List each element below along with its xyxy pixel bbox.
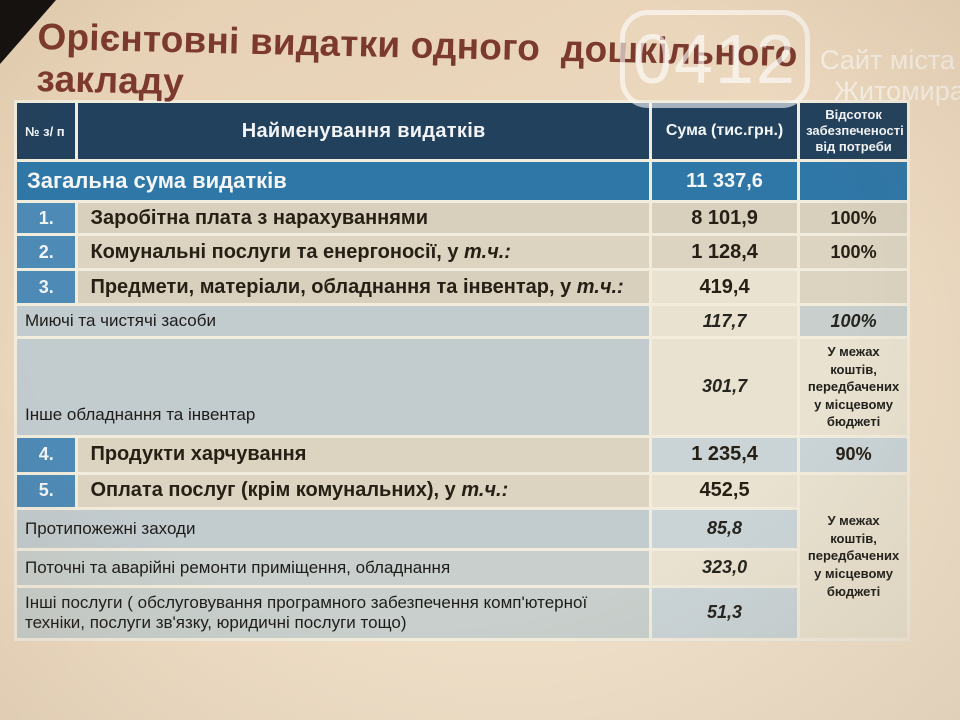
table-row: 3. Предмети, матеріали, обладнання та ін… bbox=[17, 271, 907, 303]
watermark-code-badge: 0412 bbox=[620, 10, 810, 108]
row-number: 5. bbox=[17, 474, 76, 507]
row-name: Предмети, матеріали, обладнання та інвен… bbox=[78, 271, 649, 303]
row-percent: 100% bbox=[800, 236, 907, 268]
subrow-name: Поточні та аварійні ремонти приміщення, … bbox=[17, 550, 649, 585]
watermark-site-line2: Житомира bbox=[834, 76, 960, 106]
row-percent bbox=[800, 271, 907, 303]
total-row-percent bbox=[800, 162, 907, 200]
row-name: Оплата послуг (крім комунальних), у т.ч.… bbox=[78, 474, 649, 507]
row-name: Продукти харчування bbox=[78, 437, 649, 472]
watermark: 0412 Сайт міста Житомира bbox=[620, 10, 960, 108]
subrow-sum: 301,7 bbox=[651, 339, 798, 435]
watermark-site-name: Сайт міста Житомира bbox=[820, 45, 960, 107]
subrow-name: Миючі та чистячі засоби bbox=[17, 306, 649, 336]
row-percent: 90% bbox=[800, 437, 907, 472]
subrow-sum: 117,7 bbox=[651, 306, 798, 336]
header-name: Найменування видатків bbox=[78, 103, 649, 159]
table-header-row: № з/ п Найменування видатків Сума (тис.г… bbox=[17, 103, 907, 159]
row-number: 2. bbox=[17, 236, 76, 268]
subrow-name: Інші послуги ( обслуговування програмног… bbox=[17, 587, 649, 638]
table-row: 5. Оплата послуг (крім комунальних), у т… bbox=[17, 474, 907, 638]
table-subrow: Інше обладнання та інвентар 301,7 У межа… bbox=[17, 339, 907, 435]
row-sum: 419,4 bbox=[651, 271, 798, 303]
expenses-table: № з/ п Найменування видатків Сума (тис.г… bbox=[14, 100, 910, 641]
row-sum: 1 128,4 bbox=[651, 236, 798, 268]
row-number: 4. bbox=[17, 437, 76, 472]
subrow-percent-note: У межах коштів, передбачених у місцевому… bbox=[800, 339, 907, 435]
header-number: № з/ п bbox=[17, 103, 76, 159]
table-subrow: Поточні та аварійні ремонти приміщення, … bbox=[17, 550, 907, 585]
subrow-sum: 51,3 bbox=[651, 587, 798, 638]
row-sum: 1 235,4 bbox=[651, 437, 798, 472]
total-row-sum: 11 337,6 bbox=[651, 162, 798, 200]
total-row-label: Загальна сума видатків bbox=[17, 162, 649, 200]
row-number: 1. bbox=[17, 203, 76, 233]
total-row: Загальна сума видатків 11 337,6 bbox=[17, 162, 907, 200]
subrow-name: Протипожежні заходи bbox=[17, 509, 649, 548]
row-number: 3. bbox=[17, 271, 76, 303]
subrow-name: Інше обладнання та інвентар bbox=[17, 339, 649, 435]
row-sum: 8 101,9 bbox=[651, 203, 798, 233]
watermark-site-line1: Сайт міста bbox=[820, 44, 955, 75]
row-percent: 100% bbox=[800, 203, 907, 233]
header-percent: Відсоток забезпеченості від потреби bbox=[800, 103, 907, 159]
subrow-percent: 100% bbox=[800, 306, 907, 336]
table-row: 2. Комунальні послуги та енергоносії, у … bbox=[17, 236, 907, 268]
table-row: 1. Заробітна плата з нарахуваннями 8 101… bbox=[17, 203, 907, 233]
row-name: Комунальні послуги та енергоносії, у т.ч… bbox=[78, 236, 649, 268]
header-sum: Сума (тис.грн.) bbox=[651, 103, 798, 159]
table-subrow: Миючі та чистячі засоби 117,7 100% bbox=[17, 306, 907, 336]
row-name: Заробітна плата з нарахуваннями bbox=[78, 203, 649, 233]
subrow-sum: 323,0 bbox=[651, 550, 798, 585]
table-subrow: Протипожежні заходи 85,8 bbox=[17, 509, 907, 548]
merged-percent-note: У межах коштів, передбачених у місцевому… bbox=[800, 474, 907, 638]
table-subrow: Інші послуги ( обслуговування програмног… bbox=[17, 587, 907, 638]
subrow-sum: 85,8 bbox=[651, 509, 798, 548]
table-row: 4. Продукти харчування 1 235,4 90% bbox=[17, 437, 907, 472]
row-sum: 452,5 bbox=[651, 474, 798, 507]
